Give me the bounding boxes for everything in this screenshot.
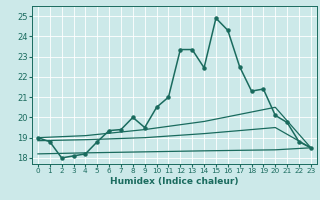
X-axis label: Humidex (Indice chaleur): Humidex (Indice chaleur) xyxy=(110,177,239,186)
